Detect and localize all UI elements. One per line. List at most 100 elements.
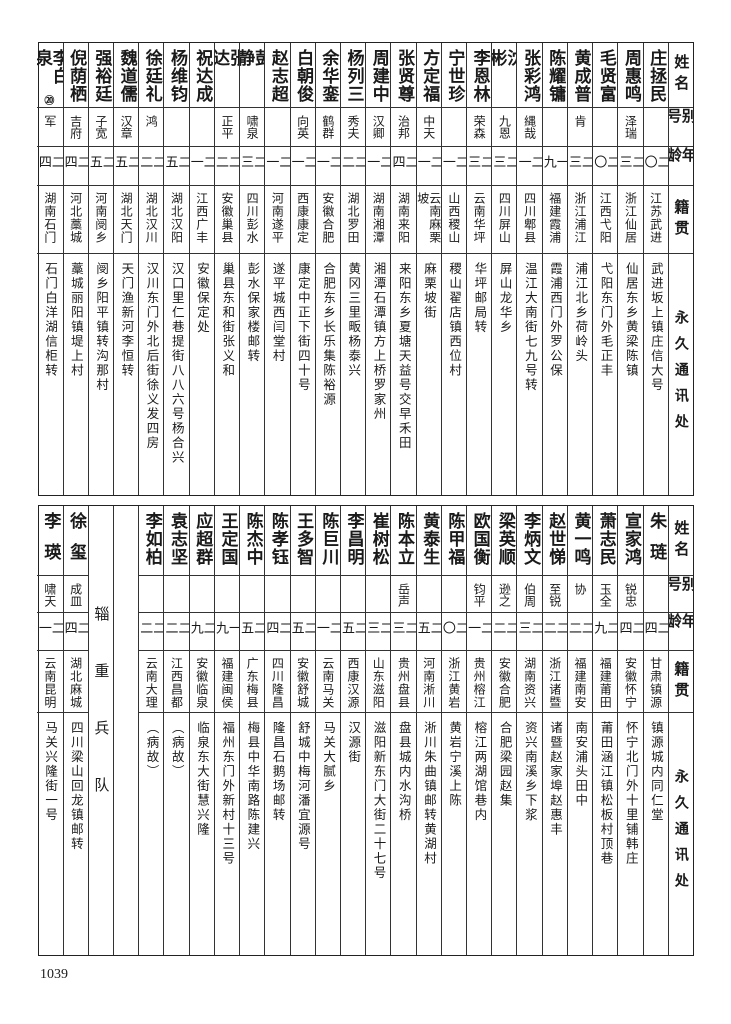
- person-address-cell: 阌乡阳平镇转沟那村: [89, 254, 113, 495]
- person-address: 黄岩宁溪上陈: [447, 721, 463, 808]
- person-native-cell: 河南遂平: [265, 186, 290, 254]
- person-address-cell: （病故）: [164, 713, 188, 955]
- person-native-cell: 湖南石门: [37, 186, 63, 254]
- person-alias: 啸天: [42, 583, 57, 607]
- person-alias: 秀夫: [346, 115, 361, 139]
- header-address-label: 永久通讯处: [672, 309, 689, 440]
- person-native-cell: 安徽临泉: [189, 651, 214, 713]
- person-native: 安徽合肥: [497, 657, 512, 709]
- person-name: 朱琏: [646, 512, 667, 574]
- person-address: 隆昌石鹅场邮转: [270, 721, 286, 823]
- section-column: 辎重兵队: [87, 506, 113, 955]
- person-address-cell: 汉口里仁巷提街八八六号杨合兴: [164, 254, 188, 495]
- person-name: 庄拯民: [646, 49, 667, 103]
- person-age-cell: 二二: [340, 147, 366, 186]
- person-alias-cell: 中天: [416, 108, 441, 147]
- person-name-cell: 毛贤富: [593, 43, 618, 108]
- person-address: 镇源城内同仁堂: [648, 721, 664, 823]
- person-name-cell: 徐廷礼: [139, 43, 164, 108]
- person-name: 李瑛: [40, 512, 61, 574]
- person-native-cell: 浙江浦江: [567, 186, 593, 254]
- person-age: 二一: [37, 621, 63, 637]
- person-column: 杨维钧 二五 湖北汉阳 汉口里仁巷提街八八六号杨合兴: [163, 43, 189, 495]
- person-name: 周建中: [368, 49, 389, 103]
- person-address: 淅川朱曲镇邮转黄湖村: [421, 721, 437, 866]
- header-native: 籍贯: [668, 651, 693, 713]
- person-alias: 伯周: [522, 583, 537, 607]
- person-alias-cell: [366, 576, 391, 613]
- person-native: 湖北天门: [119, 192, 134, 244]
- person-alias-cell: [214, 576, 240, 613]
- person-alias-cell: 伯周: [517, 576, 542, 613]
- person-name: 陈巨川: [318, 512, 339, 566]
- person-native: 江西广丰: [194, 192, 209, 244]
- person-name-cell: 魏道儒: [113, 43, 139, 108]
- person-name-cell: 黄一鸣: [567, 506, 593, 576]
- person-age: 一九: [542, 155, 567, 171]
- person-native-cell: 安徽巢县: [214, 186, 240, 254]
- person-age: 二三: [517, 621, 542, 637]
- person-column: 赵世悌 至锐 二二 浙江诸暨 诸暨赵家埠赵惠丰: [541, 506, 567, 955]
- person-native: 安徽合肥: [320, 192, 335, 244]
- person-column: 王定国 一九 福建闽侯 福州东门外新村十三号: [213, 506, 240, 955]
- person-age: 二一: [441, 155, 467, 171]
- page-number: 1039: [40, 967, 68, 982]
- person-alias-cell: [265, 108, 290, 147]
- person-column: 朱琏 二四 甘肃镇源 镇源城内同仁堂: [642, 506, 668, 955]
- person-address-cell: 马关兴隆街一号: [37, 713, 62, 955]
- person-name-cell: 王定国: [214, 506, 240, 576]
- person-address: 霞浦西门外罗公保: [548, 262, 564, 378]
- person-address-cell: 福州东门外新村十三号: [215, 713, 239, 955]
- person-alias: 啸泉: [245, 115, 260, 139]
- person-age-cell: 二四: [391, 147, 416, 186]
- person-name-cell: 宣家鸿: [618, 506, 643, 576]
- person-address-cell: 合肥东乡长乐集陈裕源: [316, 254, 340, 495]
- header-native: 籍贯: [668, 186, 693, 254]
- person-address: 资兴南溪乡下浆: [522, 721, 538, 823]
- person-age: 二四: [265, 621, 290, 637]
- person-age-cell: 二三: [467, 147, 492, 186]
- person-native-cell: 湖北麻城: [63, 651, 88, 713]
- person-column: 李昌明 二五 西康汉源 汉源街: [339, 506, 366, 955]
- person-native: 福建闽侯: [219, 657, 234, 709]
- person-address-cell: 麻栗坡街: [417, 254, 441, 495]
- person-alias-cell: 向英: [290, 108, 315, 147]
- person-alias-cell: 治邦: [391, 108, 416, 147]
- person-column: 李如柏 二二 云南大理 （病故）: [138, 506, 164, 955]
- person-address-cell: 稷山翟店镇西位村: [442, 254, 466, 495]
- person-alias-cell: [315, 576, 340, 613]
- person-alias-cell: [290, 576, 315, 613]
- person-alias: 钧平: [472, 583, 487, 607]
- person-address-cell: 弋阳东门外毛正丰: [593, 254, 617, 495]
- person-age-cell: 二三: [567, 147, 593, 186]
- person-name: 白朝俊: [293, 49, 314, 103]
- person-age: 二一: [315, 621, 340, 637]
- person-column: 李炳文 伯周 二三 湖南资兴 资兴南溪乡下浆: [516, 506, 542, 955]
- person-age: 二三: [240, 155, 265, 171]
- person-native: 湖南资兴: [522, 657, 537, 709]
- person-native: 福建莆田: [598, 657, 613, 709]
- person-column: 陈巨川 二一 云南马关 马关大腻乡: [314, 506, 340, 955]
- person-name-cell: 陈耀镛: [542, 43, 567, 108]
- person-alias-cell: [441, 108, 467, 147]
- person-native-cell: 江西弋阳: [593, 186, 618, 254]
- person-age: 二三: [391, 621, 416, 637]
- person-age-cell: 二五: [240, 613, 265, 651]
- person-alias-cell: 子宽: [88, 108, 113, 147]
- person-alias-cell: 九恩: [492, 108, 517, 147]
- person-address: 合肥梁园赵集: [497, 721, 513, 808]
- person-alias: 至锐: [547, 583, 562, 607]
- person-name: 彭静: [240, 49, 265, 80]
- person-native-cell: 湖南资兴: [517, 651, 542, 713]
- person-native: 甘肃镇源: [648, 657, 663, 709]
- person-native: 四川隆昌: [270, 657, 285, 709]
- person-name: 沈彬: [492, 49, 517, 80]
- person-name-cell: 李如柏: [139, 506, 164, 576]
- person-native-cell: 广东梅县: [240, 651, 265, 713]
- person-native-cell: 福建闽侯: [214, 651, 240, 713]
- person-column: 梁英顺 逊之 二二 安徽合肥 合肥梁园赵集: [491, 506, 517, 955]
- person-column: 彭静 啸泉 二三 四川彭水 彭水保家楼邮转: [239, 43, 265, 495]
- person-name-cell: 袁志坚: [164, 506, 189, 576]
- person-address-cell: 巢县东和街张义和: [215, 254, 239, 495]
- person-name-cell: 方定福: [416, 43, 441, 108]
